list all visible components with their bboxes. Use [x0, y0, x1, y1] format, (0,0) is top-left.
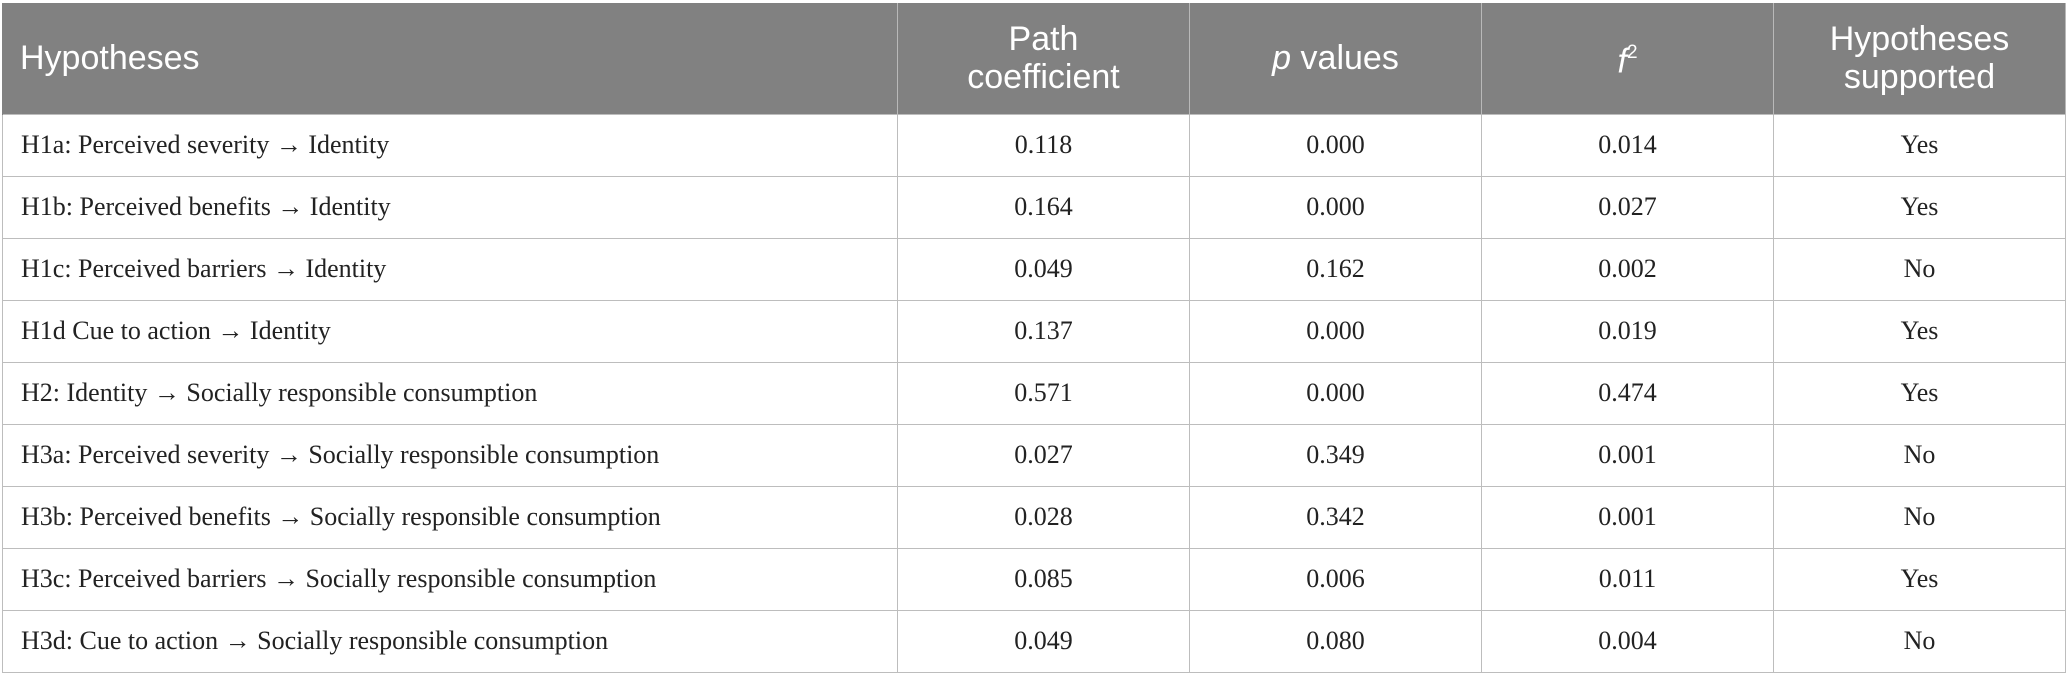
cell-hypothesis: H3a: Perceived severity → Socially respo… — [2, 423, 898, 487]
cell-hypothesis: H1a: Perceived severity → Identity — [2, 113, 898, 177]
cell-p-value: 0.162 — [1189, 237, 1482, 301]
header-supported-line1: Hypotheses — [1829, 20, 2010, 59]
cell-p-value: 0.349 — [1189, 423, 1482, 487]
header-hypotheses: Hypotheses — [2, 3, 898, 114]
cell-path-coefficient: 0.085 — [897, 547, 1190, 611]
header-p-values: p values — [1189, 3, 1482, 114]
cell-p-value: 0.080 — [1189, 609, 1482, 673]
table-row: H3d: Cue to action → Socially responsibl… — [2, 609, 2066, 673]
cell-path-coefficient: 0.571 — [897, 361, 1190, 425]
cell-f-squared: 0.474 — [1481, 361, 1774, 425]
cell-hypothesis: H3d: Cue to action → Socially responsibl… — [2, 609, 898, 673]
cell-supported: Yes — [1773, 299, 2066, 363]
cell-supported: No — [1773, 609, 2066, 673]
cell-path-coefficient: 0.028 — [897, 485, 1190, 549]
cell-p-value: 0.000 — [1189, 175, 1482, 239]
cell-path-coefficient: 0.049 — [897, 609, 1190, 673]
cell-hypothesis: H1c: Perceived barriers → Identity — [2, 237, 898, 301]
cell-supported: Yes — [1773, 547, 2066, 611]
cell-f-squared: 0.004 — [1481, 609, 1774, 673]
table-row: H1c: Perceived barriers → Identity 0.049… — [2, 237, 2066, 301]
cell-hypothesis: H1b: Perceived benefits → Identity — [2, 175, 898, 239]
header-f-squared: f2 — [1481, 3, 1774, 114]
cell-p-value: 0.006 — [1189, 547, 1482, 611]
hypotheses-table: Hypotheses Path coefficient p values f2 … — [2, 3, 2066, 673]
header-f-sup: 2 — [1626, 42, 1638, 64]
cell-p-value: 0.000 — [1189, 113, 1482, 177]
cell-supported: No — [1773, 237, 2066, 301]
cell-f-squared: 0.019 — [1481, 299, 1774, 363]
table-row: H3b: Perceived benefits → Socially respo… — [2, 485, 2066, 549]
header-f-italic: f — [1617, 42, 1627, 81]
cell-f-squared: 0.014 — [1481, 113, 1774, 177]
table-body: H1a: Perceived severity → Identity 0.118… — [2, 113, 2066, 673]
header-path-line1: Path — [1008, 20, 1079, 59]
cell-path-coefficient: 0.118 — [897, 113, 1190, 177]
cell-supported: Yes — [1773, 361, 2066, 425]
header-path-coefficient: Path coefficient — [897, 3, 1190, 114]
header-p-rest: values — [1291, 39, 1399, 78]
table-row: H2: Identity → Socially responsible cons… — [2, 361, 2066, 425]
cell-f-squared: 0.001 — [1481, 485, 1774, 549]
cell-f-squared: 0.027 — [1481, 175, 1774, 239]
header-hypotheses-supported: Hypotheses supported — [1773, 3, 2066, 114]
table-row: H1b: Perceived benefits → Identity 0.164… — [2, 175, 2066, 239]
cell-p-value: 0.342 — [1189, 485, 1482, 549]
cell-hypothesis: H1d Cue to action → Identity — [2, 299, 898, 363]
table-row: H3a: Perceived severity → Socially respo… — [2, 423, 2066, 487]
cell-f-squared: 0.011 — [1481, 547, 1774, 611]
header-row: Hypotheses Path coefficient p values f2 … — [2, 3, 2066, 114]
hypotheses-table-container: Hypotheses Path coefficient p values f2 … — [2, 3, 2066, 673]
cell-p-value: 0.000 — [1189, 361, 1482, 425]
table-row: H1d Cue to action → Identity 0.137 0.000… — [2, 299, 2066, 363]
cell-supported: Yes — [1773, 175, 2066, 239]
cell-path-coefficient: 0.049 — [897, 237, 1190, 301]
cell-f-squared: 0.001 — [1481, 423, 1774, 487]
cell-supported: No — [1773, 485, 2066, 549]
table-row: H1a: Perceived severity → Identity 0.118… — [2, 113, 2066, 177]
table-row: H3c: Perceived barriers → Socially respo… — [2, 547, 2066, 611]
cell-hypothesis: H3c: Perceived barriers → Socially respo… — [2, 547, 898, 611]
cell-path-coefficient: 0.027 — [897, 423, 1190, 487]
cell-path-coefficient: 0.164 — [897, 175, 1190, 239]
cell-path-coefficient: 0.137 — [897, 299, 1190, 363]
header-p-italic: p — [1272, 39, 1292, 78]
cell-p-value: 0.000 — [1189, 299, 1482, 363]
cell-f-squared: 0.002 — [1481, 237, 1774, 301]
header-path-line2: coefficient — [967, 58, 1120, 97]
header-supported-line2: supported — [1843, 58, 1996, 97]
cell-supported: No — [1773, 423, 2066, 487]
cell-supported: Yes — [1773, 113, 2066, 177]
table-header: Hypotheses Path coefficient p values f2 … — [2, 3, 2066, 114]
cell-hypothesis: H2: Identity → Socially responsible cons… — [2, 361, 898, 425]
cell-hypothesis: H3b: Perceived benefits → Socially respo… — [2, 485, 898, 549]
